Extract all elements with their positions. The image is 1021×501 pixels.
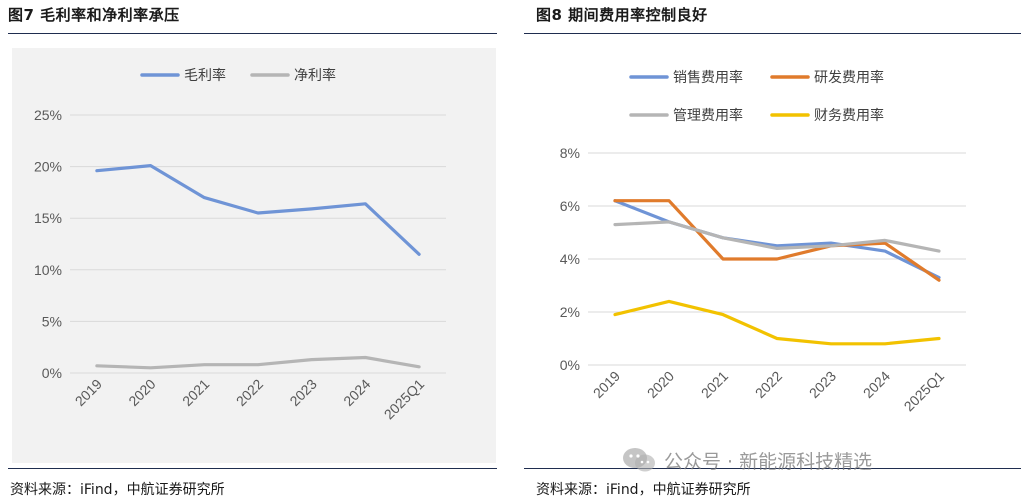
- y-tick-label: 4%: [560, 251, 580, 267]
- data-point: [95, 169, 99, 172]
- y-tick-label: 10%: [34, 262, 62, 278]
- data-point: [203, 363, 206, 366]
- data-point: [613, 199, 617, 202]
- y-tick-label: 8%: [560, 145, 580, 161]
- series-line: [613, 199, 941, 280]
- data-point: [364, 356, 367, 359]
- data-point: [310, 358, 313, 361]
- data-point: [775, 244, 779, 247]
- x-tick-label: 2023: [806, 368, 839, 401]
- data-point: [829, 241, 833, 245]
- data-point: [775, 257, 779, 261]
- y-tick-label: 20%: [34, 159, 62, 175]
- x-tick-label: 2021: [179, 376, 212, 409]
- left-chart-title: 图7 毛利率和净利率承压: [8, 6, 180, 24]
- legend-label: 净利率: [294, 67, 336, 84]
- x-tick-label: 2021: [698, 368, 731, 401]
- data-point: [883, 239, 887, 242]
- legend-label: 财务费用率: [814, 107, 884, 124]
- x-tick-label: 2025Q1: [901, 368, 948, 415]
- watermark-text: 公众号 · 新能源科技精选: [664, 450, 873, 473]
- data-point: [417, 253, 421, 256]
- data-point: [667, 300, 671, 303]
- legend-label: 毛利率: [184, 67, 226, 84]
- legend-label: 管理费用率: [673, 107, 743, 124]
- left-chart-area: [12, 48, 496, 463]
- y-tick-label: 0%: [560, 357, 580, 373]
- x-tick-label: 2024: [860, 368, 893, 401]
- data-point: [883, 342, 887, 345]
- data-point: [721, 313, 725, 316]
- data-point: [310, 207, 313, 211]
- data-point: [95, 364, 99, 367]
- x-tick-label: 2023: [286, 376, 319, 409]
- series-line: [95, 355, 421, 370]
- data-point: [937, 337, 941, 340]
- data-point: [883, 249, 887, 253]
- right-chart-title: 图8 期间费用率控制良好: [536, 6, 708, 24]
- y-tick-label: 15%: [34, 210, 62, 226]
- wechat-icon: [623, 448, 655, 472]
- data-point: [256, 211, 260, 215]
- x-tick-label: 2020: [644, 368, 677, 401]
- right-title-rule: [524, 33, 1021, 34]
- data-point: [667, 199, 671, 202]
- data-point: [256, 363, 260, 366]
- x-tick-label: 2025Q1: [381, 376, 428, 423]
- x-tick-label: 2022: [233, 376, 266, 409]
- data-point: [937, 249, 941, 253]
- right-source-note: 资料来源：iFind，中航证券研究所: [536, 482, 751, 498]
- right-source-rule: [524, 468, 1021, 469]
- data-point: [149, 366, 152, 370]
- data-point: [149, 164, 152, 167]
- data-point: [937, 279, 941, 282]
- data-point: [829, 342, 833, 345]
- data-point: [829, 244, 833, 247]
- data-point: [613, 223, 617, 226]
- left-source-rule: [8, 468, 497, 469]
- x-tick-label: 2022: [752, 368, 785, 401]
- data-point: [203, 196, 206, 199]
- left-source-note: 资料来源：iFind，中航证券研究所: [10, 482, 225, 498]
- y-tick-label: 2%: [560, 304, 580, 320]
- data-point: [721, 257, 725, 261]
- data-point: [775, 247, 779, 250]
- left-title-rule: [8, 33, 497, 34]
- watermark: 公众号 · 新能源科技精选: [622, 446, 872, 474]
- y-tick-label: 0%: [42, 365, 62, 381]
- data-point: [364, 202, 367, 205]
- data-point: [417, 365, 421, 369]
- data-point: [775, 337, 779, 340]
- x-tick-label: 2020: [125, 376, 158, 409]
- legend-label: 研发费用率: [814, 69, 884, 86]
- y-tick-label: 6%: [560, 198, 580, 214]
- y-tick-label: 5%: [42, 313, 62, 329]
- data-point: [721, 236, 725, 239]
- x-tick-label: 2019: [72, 376, 105, 409]
- x-tick-label: 2019: [590, 368, 623, 401]
- data-point: [667, 220, 671, 224]
- data-point: [883, 241, 887, 245]
- y-tick-label: 25%: [34, 107, 62, 123]
- data-point: [613, 313, 617, 316]
- legend-label: 销售费用率: [673, 69, 743, 86]
- series-line: [95, 164, 421, 256]
- x-tick-label: 2024: [340, 376, 373, 409]
